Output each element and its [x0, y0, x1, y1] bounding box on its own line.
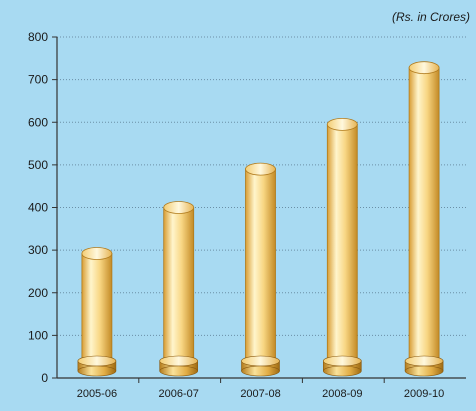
bar-base-top	[77, 355, 117, 367]
bar-top	[326, 117, 358, 131]
x-tick-label: 2005-06	[77, 388, 117, 400]
bar-2005-06	[77, 247, 117, 377]
y-tick-label: 700	[28, 73, 48, 87]
y-tick-label: 0	[41, 371, 48, 385]
y-tick-label: 300	[28, 243, 48, 257]
bar-top	[81, 247, 113, 260]
y-tick-label: 800	[28, 30, 48, 44]
bar-base-top	[322, 355, 362, 367]
axes	[52, 36, 466, 383]
bar-body	[245, 168, 276, 367]
bar-base-top	[404, 355, 444, 367]
unit-label: (Rs. in Crores)	[391, 10, 470, 24]
y-tick-label: 600	[28, 115, 48, 129]
bar-base-top	[159, 355, 198, 367]
x-tick-label: 2009-10	[404, 388, 444, 400]
bar-base-bottom	[404, 365, 444, 377]
bar-base-bottom	[322, 365, 362, 377]
x-tick-label: 2006-07	[159, 388, 199, 400]
bar-body	[81, 253, 113, 367]
bar-body	[408, 67, 440, 367]
bar-base-bottom	[77, 365, 117, 377]
y-tick-label: 500	[28, 158, 48, 172]
y-tick-label: 400	[28, 201, 48, 215]
y-tick-label: 200	[28, 286, 48, 300]
bar-2007-08	[241, 162, 280, 377]
x-tick-label: 2008-09	[322, 388, 362, 400]
bar-2006-07	[159, 201, 198, 377]
bar-base-bottom	[241, 365, 280, 377]
bar-top	[245, 162, 276, 176]
bar-2008-09	[322, 117, 362, 377]
tick-labels: 0 100 200 300 400 500 600 700 800 2005-06 2006-07 2…	[28, 30, 444, 400]
y-tick-label: 100	[28, 328, 48, 342]
bar-body	[163, 207, 195, 367]
x-tick-label: 2007-08	[240, 388, 280, 400]
bar-top	[408, 61, 440, 75]
bar-base-bottom	[159, 365, 198, 377]
bar-body	[326, 123, 358, 367]
bars	[77, 61, 444, 377]
bar-base-top	[241, 355, 280, 367]
bar-2009-10	[404, 61, 444, 377]
bar-top	[163, 201, 195, 214]
